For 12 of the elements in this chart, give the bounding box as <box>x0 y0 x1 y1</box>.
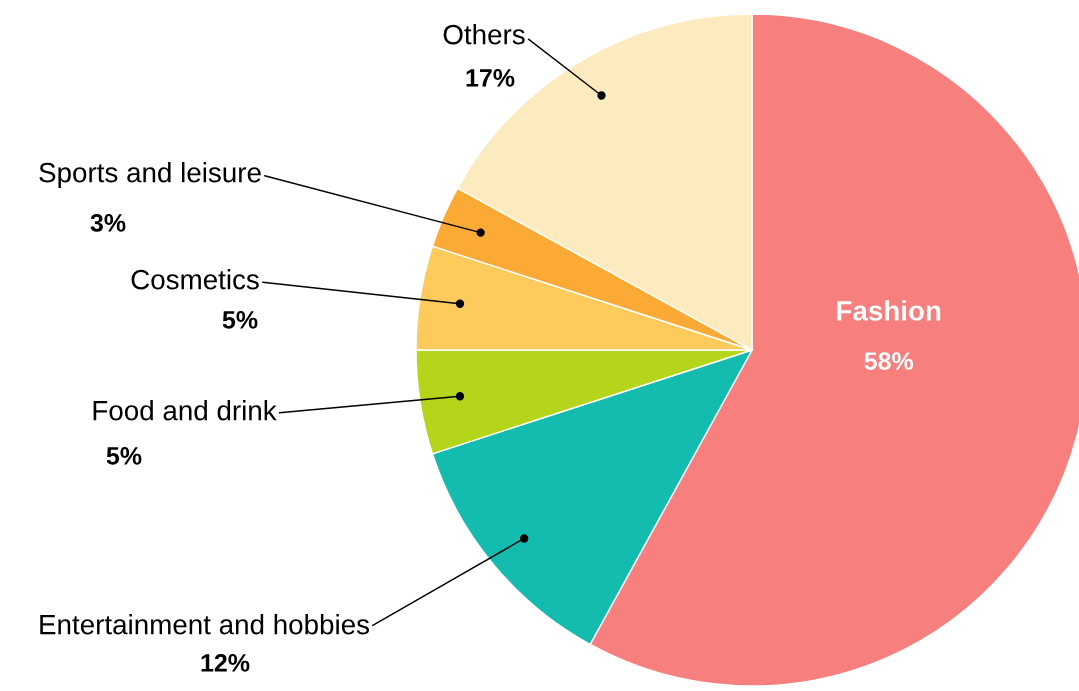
slice-label: Sports and leisure <box>39 162 261 188</box>
data-label: 5% <box>222 311 258 329</box>
data-label: 3% <box>90 214 126 232</box>
slice-label: Entertainment and hobbies <box>40 614 370 635</box>
data-label: 12% <box>201 654 250 672</box>
slice-label: Fashion <box>837 300 941 321</box>
slice-label: Cosmetics <box>131 269 259 290</box>
data-label: 58% <box>864 352 914 370</box>
slice-label: Others <box>443 24 525 45</box>
data-label: 5% <box>106 447 142 465</box>
data-label: 17% <box>466 69 515 87</box>
slice-label: Food and drink <box>93 400 277 421</box>
